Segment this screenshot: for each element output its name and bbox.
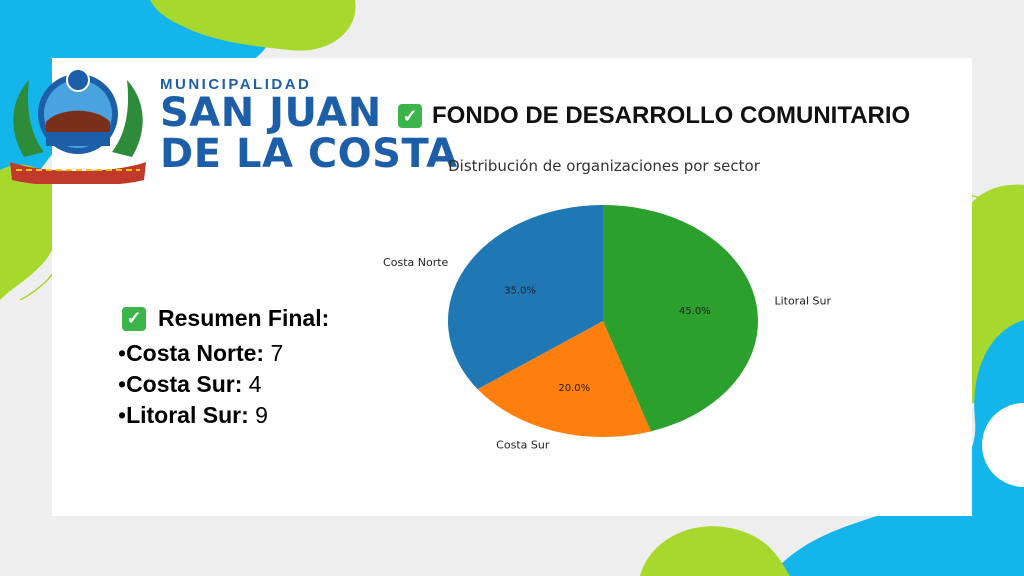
bullet: • xyxy=(118,340,127,366)
summary-item-label: Litoral Sur: xyxy=(126,402,249,428)
chart-title: Distribución de organizaciones por secto… xyxy=(448,157,761,175)
page-title: FONDO DE DESARROLLO COMUNITARIO xyxy=(432,102,911,129)
pie-category-label: Litoral Sur xyxy=(774,295,831,308)
check-box-icon: ✓ xyxy=(122,306,146,331)
top-left-blob-cyan xyxy=(0,0,273,230)
brand-block: MUNICIPALIDAD SAN JUAN DE LA COSTA xyxy=(160,76,458,175)
header-title-block: ✓ FONDO DE DESARROLLO COMUNITARIO xyxy=(398,102,910,130)
pie-pct-label: 20.0% xyxy=(558,383,590,394)
pie-slice-costa-norte xyxy=(448,205,603,390)
pie-category-label: Costa Sur xyxy=(496,439,550,452)
check-box-icon: ✓ xyxy=(398,104,422,128)
bottom-green-blob xyxy=(640,526,790,576)
summary-item: •Costa Sur: 4 xyxy=(118,369,329,400)
pie-slice-costa-sur xyxy=(477,321,651,438)
summary-block: ✓ Resumen Final: •Costa Norte: 7 •Costa … xyxy=(118,305,329,431)
top-green-blob xyxy=(150,0,356,51)
summary-heading: Resumen Final: xyxy=(158,305,330,331)
municipal-crest-logo xyxy=(10,68,146,184)
summary-item-label: Costa Norte: xyxy=(126,340,265,366)
brand-name-line2: DE LA COSTA xyxy=(160,131,458,177)
brand-name-line1: SAN JUAN xyxy=(160,90,382,136)
bullet: • xyxy=(118,402,127,428)
summary-item-value: 9 xyxy=(255,402,268,428)
pie-chart: Distribución de organizaciones por secto… xyxy=(383,157,831,452)
brand-subtitle: MUNICIPALIDAD xyxy=(160,76,312,93)
summary-item-label: Costa Sur: xyxy=(126,371,243,397)
right-white-circle xyxy=(982,403,1024,487)
pie-pct-label: 35.0% xyxy=(504,285,536,296)
summary-item-value: 4 xyxy=(248,371,262,397)
summary-item: •Litoral Sur: 9 xyxy=(118,400,329,431)
summary-heading-row: ✓ Resumen Final: xyxy=(118,305,329,332)
summary-item-value: 7 xyxy=(270,340,284,366)
summary-item: •Costa Norte: 7 xyxy=(118,338,329,369)
left-green-blob xyxy=(0,164,62,300)
pie-category-label: Costa Norte xyxy=(383,256,448,269)
pie-slice-litoral-sur xyxy=(603,205,758,432)
pie-pct-label: 45.0% xyxy=(679,306,711,317)
bullet: • xyxy=(118,371,127,397)
